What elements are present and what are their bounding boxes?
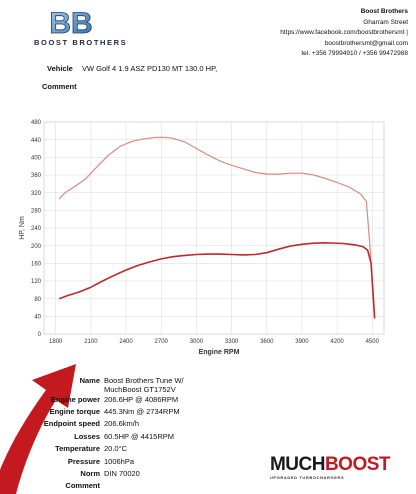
spec-losses-label: Losses	[74, 432, 100, 441]
series-line-1	[58, 136, 376, 319]
company-email[interactable]: boostbrothersmt@gmail.com	[324, 39, 408, 47]
x-tick-label: 4500	[366, 339, 380, 345]
company-address: Gharram Street	[363, 18, 408, 26]
spec-name-label: Name	[79, 376, 100, 385]
series-line-2	[58, 242, 376, 319]
y-tick-label: 240	[31, 226, 42, 232]
muchboost-title-accent: BOOST	[324, 454, 391, 475]
dyno-chart: 0 40 80 120 160 200 240 280 320 360 400 440 480 1800…	[19, 120, 385, 356]
y-tick-label: 40	[34, 315, 41, 321]
spec-norm-label: Norm	[80, 469, 100, 478]
y-tick-label: 360	[31, 173, 42, 179]
y-tick-label: 120	[31, 279, 42, 285]
vehicle-label: Vehicle	[47, 64, 73, 73]
spec-losses-value: 60.5HP @ 4415RPM	[104, 432, 175, 441]
y-tick-label: 200	[31, 244, 42, 250]
spec-pressure-label: Pressure	[67, 457, 100, 466]
x-axis-label: Engine RPM	[199, 349, 240, 356]
spec-pressure-value: 1006hPa	[104, 457, 135, 466]
spec-name-value-2: MuchBoost GT1752V	[104, 385, 176, 394]
muchboost-title: MUCHBOOST	[269, 454, 391, 475]
y-tick-labels: 0 40 80 120 160 200 240 280 320 360 400 440 480	[31, 120, 42, 338]
company-facebook[interactable]: https://www.facebook.com/boostbrothersmt…	[280, 29, 408, 36]
x-tick-label: 3300	[225, 339, 239, 345]
x-tick-label: 1800	[49, 339, 63, 345]
spec-comment-label: Comment	[65, 481, 100, 490]
muchboost-logo: MUCHBOOST UPGRADED TURBOCHARGERS	[269, 454, 391, 480]
company-name: Boost Brothers	[360, 8, 408, 15]
spec-norm-value: DIN 70020	[104, 469, 140, 478]
series	[58, 136, 376, 319]
y-tick-label: 160	[31, 262, 42, 268]
y-tick-label: 0	[38, 332, 42, 338]
spec-name-value-1: Boost Brothers Tune W/	[104, 376, 184, 385]
y-tick-label: 480	[31, 120, 42, 126]
red-arrow-graphic	[0, 364, 76, 494]
company-phone: tel. +356 79994910 / +356 99472988	[301, 50, 408, 57]
x-tick-labels: 1800 2100 2400 2700 3000 3300 3600 3900 4200 4500	[49, 339, 380, 345]
y-axis-label: HP, Nm	[19, 216, 26, 240]
x-tick-label: 3000	[190, 339, 204, 345]
boost-brothers-logo: BB	[50, 7, 92, 38]
spec-torque-value: 445.3Nm @ 2734RPM	[104, 407, 180, 416]
x-tick-label: 4200	[330, 339, 344, 345]
y-tick-label: 440	[31, 138, 42, 144]
vehicle-value: VW Golf 4 1.9 ASZ PD130 MT 130.0 HP,	[82, 64, 218, 73]
spec-power-value: 206.6HP @ 4086RPM	[104, 395, 179, 404]
y-tick-label: 400	[31, 156, 42, 162]
spec-temperature-label: Temperature	[55, 444, 100, 453]
muchboost-subtitle: UPGRADED TURBOCHARGERS	[269, 475, 345, 480]
y-tick-label: 320	[31, 191, 42, 197]
spec-power-label: Engine power	[50, 395, 100, 404]
logo-text: BOOST BROTHERS	[34, 38, 128, 47]
x-tick-label: 3600	[260, 339, 274, 345]
y-tick-label: 280	[31, 209, 42, 215]
logo-mark: BB	[50, 7, 92, 38]
x-tick-label: 2100	[84, 339, 98, 345]
x-tick-label: 2400	[119, 339, 133, 345]
x-tick-label: 2700	[155, 339, 169, 345]
spec-endpoint-label: Endpoint speed	[43, 419, 100, 428]
x-tick-label: 3900	[295, 339, 309, 345]
y-tick-label: 80	[34, 297, 41, 303]
grid	[44, 121, 384, 335]
company-info: Boost Brothers Gharram Street https://ww…	[280, 7, 408, 60]
spec-temperature-value: 20.0°C	[104, 444, 128, 453]
spec-endpoint-value: 206.6km/h	[104, 419, 140, 428]
comment-label: Comment	[42, 82, 77, 91]
muchboost-title-main: MUCH	[269, 454, 326, 475]
spec-torque-label: Engine torque	[49, 407, 100, 416]
